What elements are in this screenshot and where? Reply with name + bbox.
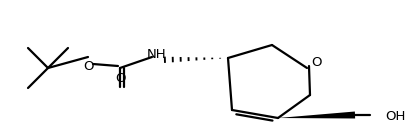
Text: O: O [311, 56, 321, 70]
Text: OH: OH [385, 109, 405, 123]
Polygon shape [278, 112, 355, 119]
Text: O: O [84, 59, 94, 72]
Text: NH: NH [147, 47, 167, 60]
Text: O: O [115, 71, 125, 84]
